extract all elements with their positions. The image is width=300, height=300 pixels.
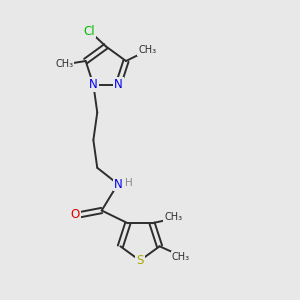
Text: N: N — [114, 78, 123, 91]
Text: H: H — [125, 178, 133, 188]
Text: CH₃: CH₃ — [56, 59, 74, 69]
Text: Cl: Cl — [84, 25, 95, 38]
Text: CH₃: CH₃ — [164, 212, 182, 222]
Text: N: N — [89, 78, 98, 91]
Text: CH₃: CH₃ — [172, 252, 190, 262]
Text: S: S — [136, 254, 144, 267]
Text: N: N — [113, 178, 122, 190]
Text: CH₃: CH₃ — [138, 45, 156, 55]
Text: O: O — [70, 208, 80, 221]
